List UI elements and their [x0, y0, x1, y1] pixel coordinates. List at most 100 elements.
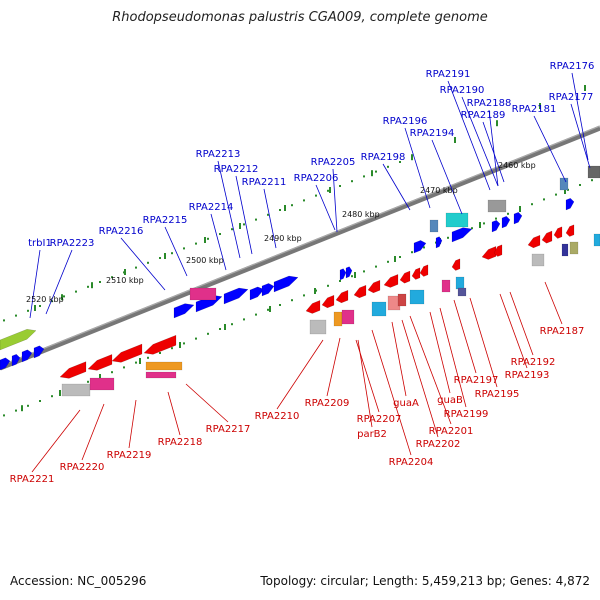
forward-gene-arrow [249, 286, 265, 301]
reverse-leader-line [371, 329, 412, 456]
forward-gene-arrow [565, 197, 575, 211]
scale-major-tick [91, 282, 93, 289]
scale-dot [483, 222, 485, 225]
reverse-leader-line [499, 293, 528, 369]
scale-dot [231, 323, 233, 326]
reverse-gene-label: RPA2193 [505, 370, 550, 381]
gene-box [561, 243, 569, 257]
reverse-gene-label: RPA2202 [416, 439, 461, 450]
reverse-gene-arrow [87, 354, 113, 371]
forward-gene-label: RPA2216 [99, 226, 144, 237]
scale-dot [99, 281, 101, 283]
scale-dot [339, 185, 341, 187]
reverse-leader-line [453, 299, 477, 374]
reverse-leader-line [31, 409, 81, 473]
forward-leader-line [164, 226, 188, 277]
scale-major-tick [224, 324, 226, 330]
topology-text: Topology: circular; Length: 5,459,213 bp… [260, 574, 590, 588]
scale-major-tick [479, 222, 481, 228]
reverse-leader-line [167, 391, 181, 436]
reverse-gene-label: RPA2221 [10, 474, 55, 485]
scale-dot [423, 246, 425, 249]
gene-box [189, 287, 217, 301]
scale-dot [219, 328, 221, 330]
forward-gene-label: RPA2188 [467, 98, 512, 109]
forward-leader-line [263, 188, 277, 249]
scale-dot [171, 252, 173, 255]
scale-dot [531, 203, 533, 206]
reverse-leader-line [429, 311, 451, 394]
gene-box [569, 241, 579, 255]
reverse-gene-label: parB2 [357, 429, 387, 440]
scale-dot [87, 285, 89, 288]
scale-dot [363, 175, 365, 178]
scale-dot [243, 318, 245, 321]
scale-dot [327, 284, 329, 287]
scale-label: 2480 kbp [342, 210, 380, 219]
forward-gene-arrow [0, 328, 37, 351]
forward-gene-label: RPA2194 [410, 128, 455, 139]
scale-dot [15, 409, 17, 412]
scale-major-tick [584, 85, 586, 91]
reverse-gene-arrow [353, 284, 367, 299]
scale-dot [27, 404, 29, 407]
forward-gene-arrow [21, 349, 33, 363]
forward-gene-arrow [413, 240, 427, 254]
scale-major-tick [59, 390, 61, 396]
scale-dot [279, 209, 281, 211]
scale-dot [303, 199, 305, 202]
forward-gene-arrow [33, 345, 45, 359]
scale-dot [171, 347, 173, 350]
scale-major-tick [139, 358, 141, 364]
scale-label: 2490 kbp [264, 234, 302, 243]
scale-dot [471, 227, 473, 230]
forward-gene-label: RPA2215 [143, 215, 188, 226]
scale-dot [399, 161, 401, 163]
reverse-gene-label: RPA2220 [60, 462, 105, 473]
scale-major-tick [314, 288, 316, 294]
forward-gene-arrow [339, 268, 347, 281]
reverse-leader-line [185, 383, 229, 423]
reverse-leader-line [128, 399, 137, 449]
scale-dot [183, 342, 185, 345]
reverse-gene-label: RPA2217 [206, 424, 251, 435]
forward-gene-label: RPA2213 [196, 149, 241, 160]
reverse-gene-label: RPA2209 [305, 398, 350, 409]
gene-box [61, 383, 91, 397]
backbone-highlight [0, 125, 600, 367]
scale-major-tick [284, 205, 286, 211]
forward-gene-arrow [501, 215, 511, 229]
forward-gene-arrow [435, 236, 443, 249]
reverse-gene-arrow [419, 264, 429, 277]
forward-gene-label: RPA2176 [550, 61, 595, 72]
scale-dot [387, 165, 389, 168]
scale-dot [219, 233, 221, 235]
forward-leader-line [29, 249, 41, 319]
forward-leader-line [404, 127, 431, 209]
reverse-gene-arrow [383, 274, 399, 288]
reverse-gene-label: RPA2210 [255, 411, 300, 422]
scale-dot [207, 237, 209, 240]
scale-major-tick [21, 405, 23, 412]
scale-major-tick [204, 237, 206, 243]
reverse-gene-label: RPA2192 [511, 357, 556, 368]
reverse-leader-line [326, 337, 341, 397]
forward-gene-arrow [11, 353, 21, 367]
scale-dot [291, 204, 293, 207]
forward-gene-label: RPA2190 [440, 85, 485, 96]
scale-label: 2500 kbp [186, 256, 224, 265]
forward-gene-arrow [513, 211, 523, 225]
reverse-leader-line [439, 307, 467, 408]
gene-box [531, 253, 545, 267]
reverse-gene-label: RPA2187 [540, 326, 585, 337]
reverse-leader-line [409, 315, 452, 425]
scale-dot [183, 247, 185, 250]
gene-box [559, 177, 569, 191]
scale-dot [267, 308, 269, 311]
gene-box [409, 289, 425, 305]
forward-leader-line [210, 213, 227, 271]
scale-dot [339, 280, 341, 282]
scale-major-tick [34, 305, 36, 311]
scale-dot [39, 400, 41, 402]
forward-gene-label: RPA2211 [242, 177, 287, 188]
